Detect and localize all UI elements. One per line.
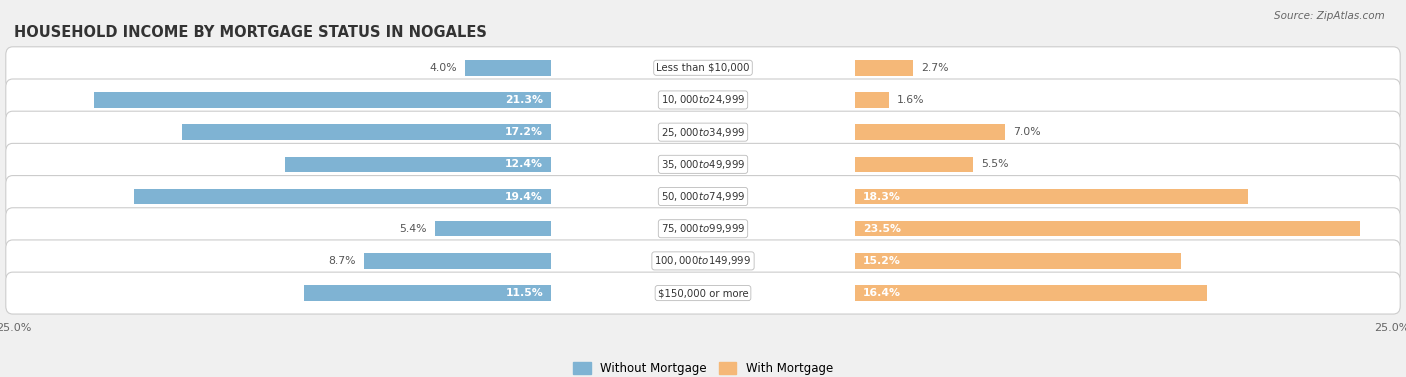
Text: 1.6%: 1.6% [897, 95, 925, 105]
FancyBboxPatch shape [6, 47, 1400, 89]
Text: 19.4%: 19.4% [505, 192, 543, 202]
Text: 16.4%: 16.4% [863, 288, 901, 298]
Bar [855, 189, 1249, 204]
Bar [855, 124, 1005, 140]
Bar [855, 156, 973, 172]
Text: $100,000 to $149,999: $100,000 to $149,999 [654, 254, 752, 267]
Legend: Without Mortgage, With Mortgage: Without Mortgage, With Mortgage [574, 362, 832, 375]
Bar [855, 92, 889, 108]
Bar [304, 285, 551, 301]
FancyBboxPatch shape [6, 79, 1400, 121]
Text: $75,000 to $99,999: $75,000 to $99,999 [661, 222, 745, 235]
Text: Source: ZipAtlas.com: Source: ZipAtlas.com [1274, 11, 1385, 21]
Text: 23.5%: 23.5% [863, 224, 901, 234]
FancyBboxPatch shape [6, 272, 1400, 314]
Text: 17.2%: 17.2% [505, 127, 543, 137]
Bar [855, 221, 1360, 236]
Bar [465, 60, 551, 75]
Text: HOUSEHOLD INCOME BY MORTGAGE STATUS IN NOGALES: HOUSEHOLD INCOME BY MORTGAGE STATUS IN N… [14, 25, 486, 40]
Text: 4.0%: 4.0% [430, 63, 457, 73]
FancyBboxPatch shape [6, 111, 1400, 153]
FancyBboxPatch shape [6, 176, 1400, 218]
Text: 11.5%: 11.5% [505, 288, 543, 298]
Text: $10,000 to $24,999: $10,000 to $24,999 [661, 93, 745, 106]
Text: 12.4%: 12.4% [505, 159, 543, 169]
FancyBboxPatch shape [6, 143, 1400, 185]
Text: Less than $10,000: Less than $10,000 [657, 63, 749, 73]
Bar [855, 285, 1208, 301]
Text: 8.7%: 8.7% [329, 256, 356, 266]
Text: 5.4%: 5.4% [399, 224, 427, 234]
Bar [855, 253, 1181, 269]
Bar [285, 156, 551, 172]
Text: $35,000 to $49,999: $35,000 to $49,999 [661, 158, 745, 171]
Text: 5.5%: 5.5% [981, 159, 1008, 169]
Bar [181, 124, 551, 140]
Text: $50,000 to $74,999: $50,000 to $74,999 [661, 190, 745, 203]
Text: $150,000 or more: $150,000 or more [658, 288, 748, 298]
Bar [436, 221, 551, 236]
Text: 15.2%: 15.2% [863, 256, 901, 266]
FancyBboxPatch shape [6, 240, 1400, 282]
Bar [135, 189, 551, 204]
Text: 21.3%: 21.3% [505, 95, 543, 105]
FancyBboxPatch shape [6, 208, 1400, 250]
Text: 2.7%: 2.7% [921, 63, 949, 73]
Bar [855, 60, 912, 75]
Bar [364, 253, 551, 269]
Text: 7.0%: 7.0% [1014, 127, 1040, 137]
Text: $25,000 to $34,999: $25,000 to $34,999 [661, 126, 745, 139]
Bar [94, 92, 551, 108]
Text: 18.3%: 18.3% [863, 192, 901, 202]
